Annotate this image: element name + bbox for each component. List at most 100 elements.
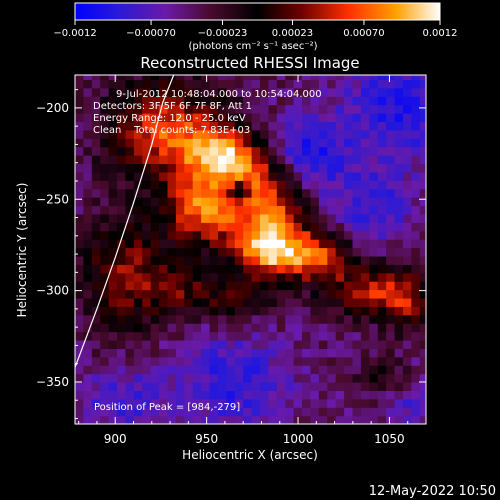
heatmap-cell xyxy=(184,306,194,316)
heatmap-cell xyxy=(142,306,152,316)
heatmap-cell xyxy=(133,390,143,400)
heatmap-cell xyxy=(293,264,303,274)
heatmap-cell xyxy=(133,407,143,417)
heatmap-cell xyxy=(167,272,177,282)
heatmap-cell xyxy=(394,129,404,139)
heatmap-cell xyxy=(226,205,236,215)
heatmap-cell xyxy=(276,155,286,165)
heatmap-cell xyxy=(226,398,236,408)
heatmap-cell xyxy=(360,163,370,173)
heatmap-cell xyxy=(293,247,303,257)
heatmap-cell xyxy=(133,381,143,391)
heatmap-cell xyxy=(83,138,93,148)
heatmap-cell xyxy=(201,407,211,417)
heatmap-cell xyxy=(352,171,362,181)
heatmap-cell xyxy=(419,96,426,106)
heatmap-cell xyxy=(360,180,370,190)
heatmap-cell xyxy=(268,255,278,265)
heatmap-cell xyxy=(419,205,426,215)
heatmap-cell xyxy=(226,314,236,324)
heatmap-cell xyxy=(419,129,426,139)
heatmap-cell xyxy=(150,415,160,424)
heatmap-cell xyxy=(83,381,93,391)
heatmap-cell xyxy=(117,96,127,106)
heatmap-cell xyxy=(318,348,328,358)
heatmap-cell xyxy=(369,230,379,240)
heatmap-cell xyxy=(377,415,387,424)
heatmap-cell xyxy=(150,381,160,391)
heatmap-cell xyxy=(83,247,93,257)
heatmap-cell xyxy=(150,306,160,316)
heatmap-cell xyxy=(394,155,404,165)
heatmap-cell xyxy=(75,390,85,400)
heatmap-cell xyxy=(352,255,362,265)
heatmap-cell xyxy=(318,331,328,341)
heatmap-cell xyxy=(234,398,244,408)
heatmap-cell xyxy=(268,79,278,89)
heatmap-cell xyxy=(133,197,143,207)
heatmap-cell xyxy=(327,87,337,97)
heatmap-cell xyxy=(234,255,244,265)
heatmap-cell xyxy=(402,205,412,215)
heatmap-cell xyxy=(192,239,202,249)
heatmap-cell xyxy=(243,281,253,291)
heatmap-cell xyxy=(201,213,211,223)
heatmap-cell xyxy=(293,96,303,106)
heatmap-cell xyxy=(226,289,236,299)
heatmap-cell xyxy=(360,398,370,408)
heatmap-cell xyxy=(184,264,194,274)
heatmap-cell xyxy=(293,171,303,181)
heatmap-cell xyxy=(318,205,328,215)
heatmap-cell xyxy=(251,381,261,391)
annotation-clean-counts: Clean Total counts: 7.83E+03 xyxy=(93,125,250,136)
heatmap-cell xyxy=(352,197,362,207)
heatmap-cell xyxy=(75,121,85,131)
heatmap-cell xyxy=(268,171,278,181)
heatmap-cell xyxy=(175,155,185,165)
heatmap-cell xyxy=(402,222,412,232)
heatmap-cell xyxy=(201,121,211,131)
heatmap-cell xyxy=(251,129,261,139)
heatmap-cell xyxy=(142,390,152,400)
heatmap-cell xyxy=(268,129,278,139)
heatmap-cell xyxy=(394,163,404,173)
heatmap-cell xyxy=(377,323,387,333)
heatmap-cell xyxy=(411,339,421,349)
heatmap-cell xyxy=(377,79,387,89)
heatmap-cell xyxy=(108,104,118,114)
heatmap-cell xyxy=(108,381,118,391)
heatmap-cell xyxy=(260,247,270,257)
heatmap-cell xyxy=(310,281,320,291)
heatmap-cell xyxy=(108,239,118,249)
heatmap-cell xyxy=(402,87,412,97)
heatmap-cell xyxy=(335,239,345,249)
heatmap-cell xyxy=(293,398,303,408)
heatmap-cell xyxy=(360,188,370,198)
heatmap-cell xyxy=(411,407,421,417)
heatmap-cell xyxy=(192,79,202,89)
heatmap-cell xyxy=(243,390,253,400)
heatmap-cell xyxy=(91,205,101,215)
heatmap-cell xyxy=(226,365,236,375)
heatmap-cell xyxy=(175,373,185,383)
heatmap-cell xyxy=(268,155,278,165)
heatmap-cell xyxy=(234,121,244,131)
heatmap-cell xyxy=(243,314,253,324)
heatmap-cell xyxy=(369,197,379,207)
heatmap-cell xyxy=(360,113,370,123)
heatmap-cell xyxy=(192,314,202,324)
heatmap-cell xyxy=(260,348,270,358)
heatmap-cell xyxy=(175,222,185,232)
heatmap-cell xyxy=(327,121,337,131)
heatmap-cell xyxy=(100,289,110,299)
heatmap-cell xyxy=(276,213,286,223)
heatmap-cell xyxy=(201,398,211,408)
heatmap-cell xyxy=(344,213,354,223)
heatmap-cell xyxy=(377,121,387,131)
heatmap-cell xyxy=(386,390,396,400)
heatmap-cell xyxy=(318,163,328,173)
heatmap-cell xyxy=(310,96,320,106)
heatmap-cell xyxy=(251,398,261,408)
heatmap-cell xyxy=(150,180,160,190)
heatmap-cell xyxy=(302,373,312,383)
